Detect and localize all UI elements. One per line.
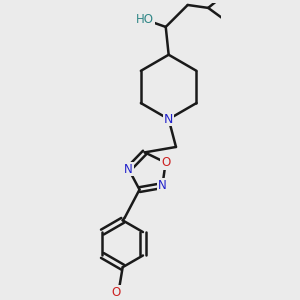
Text: O: O [161, 156, 170, 169]
Text: N: N [124, 163, 133, 176]
Text: HO: HO [136, 13, 154, 26]
Text: N: N [158, 179, 167, 192]
Text: N: N [164, 113, 173, 126]
Text: O: O [112, 286, 121, 298]
